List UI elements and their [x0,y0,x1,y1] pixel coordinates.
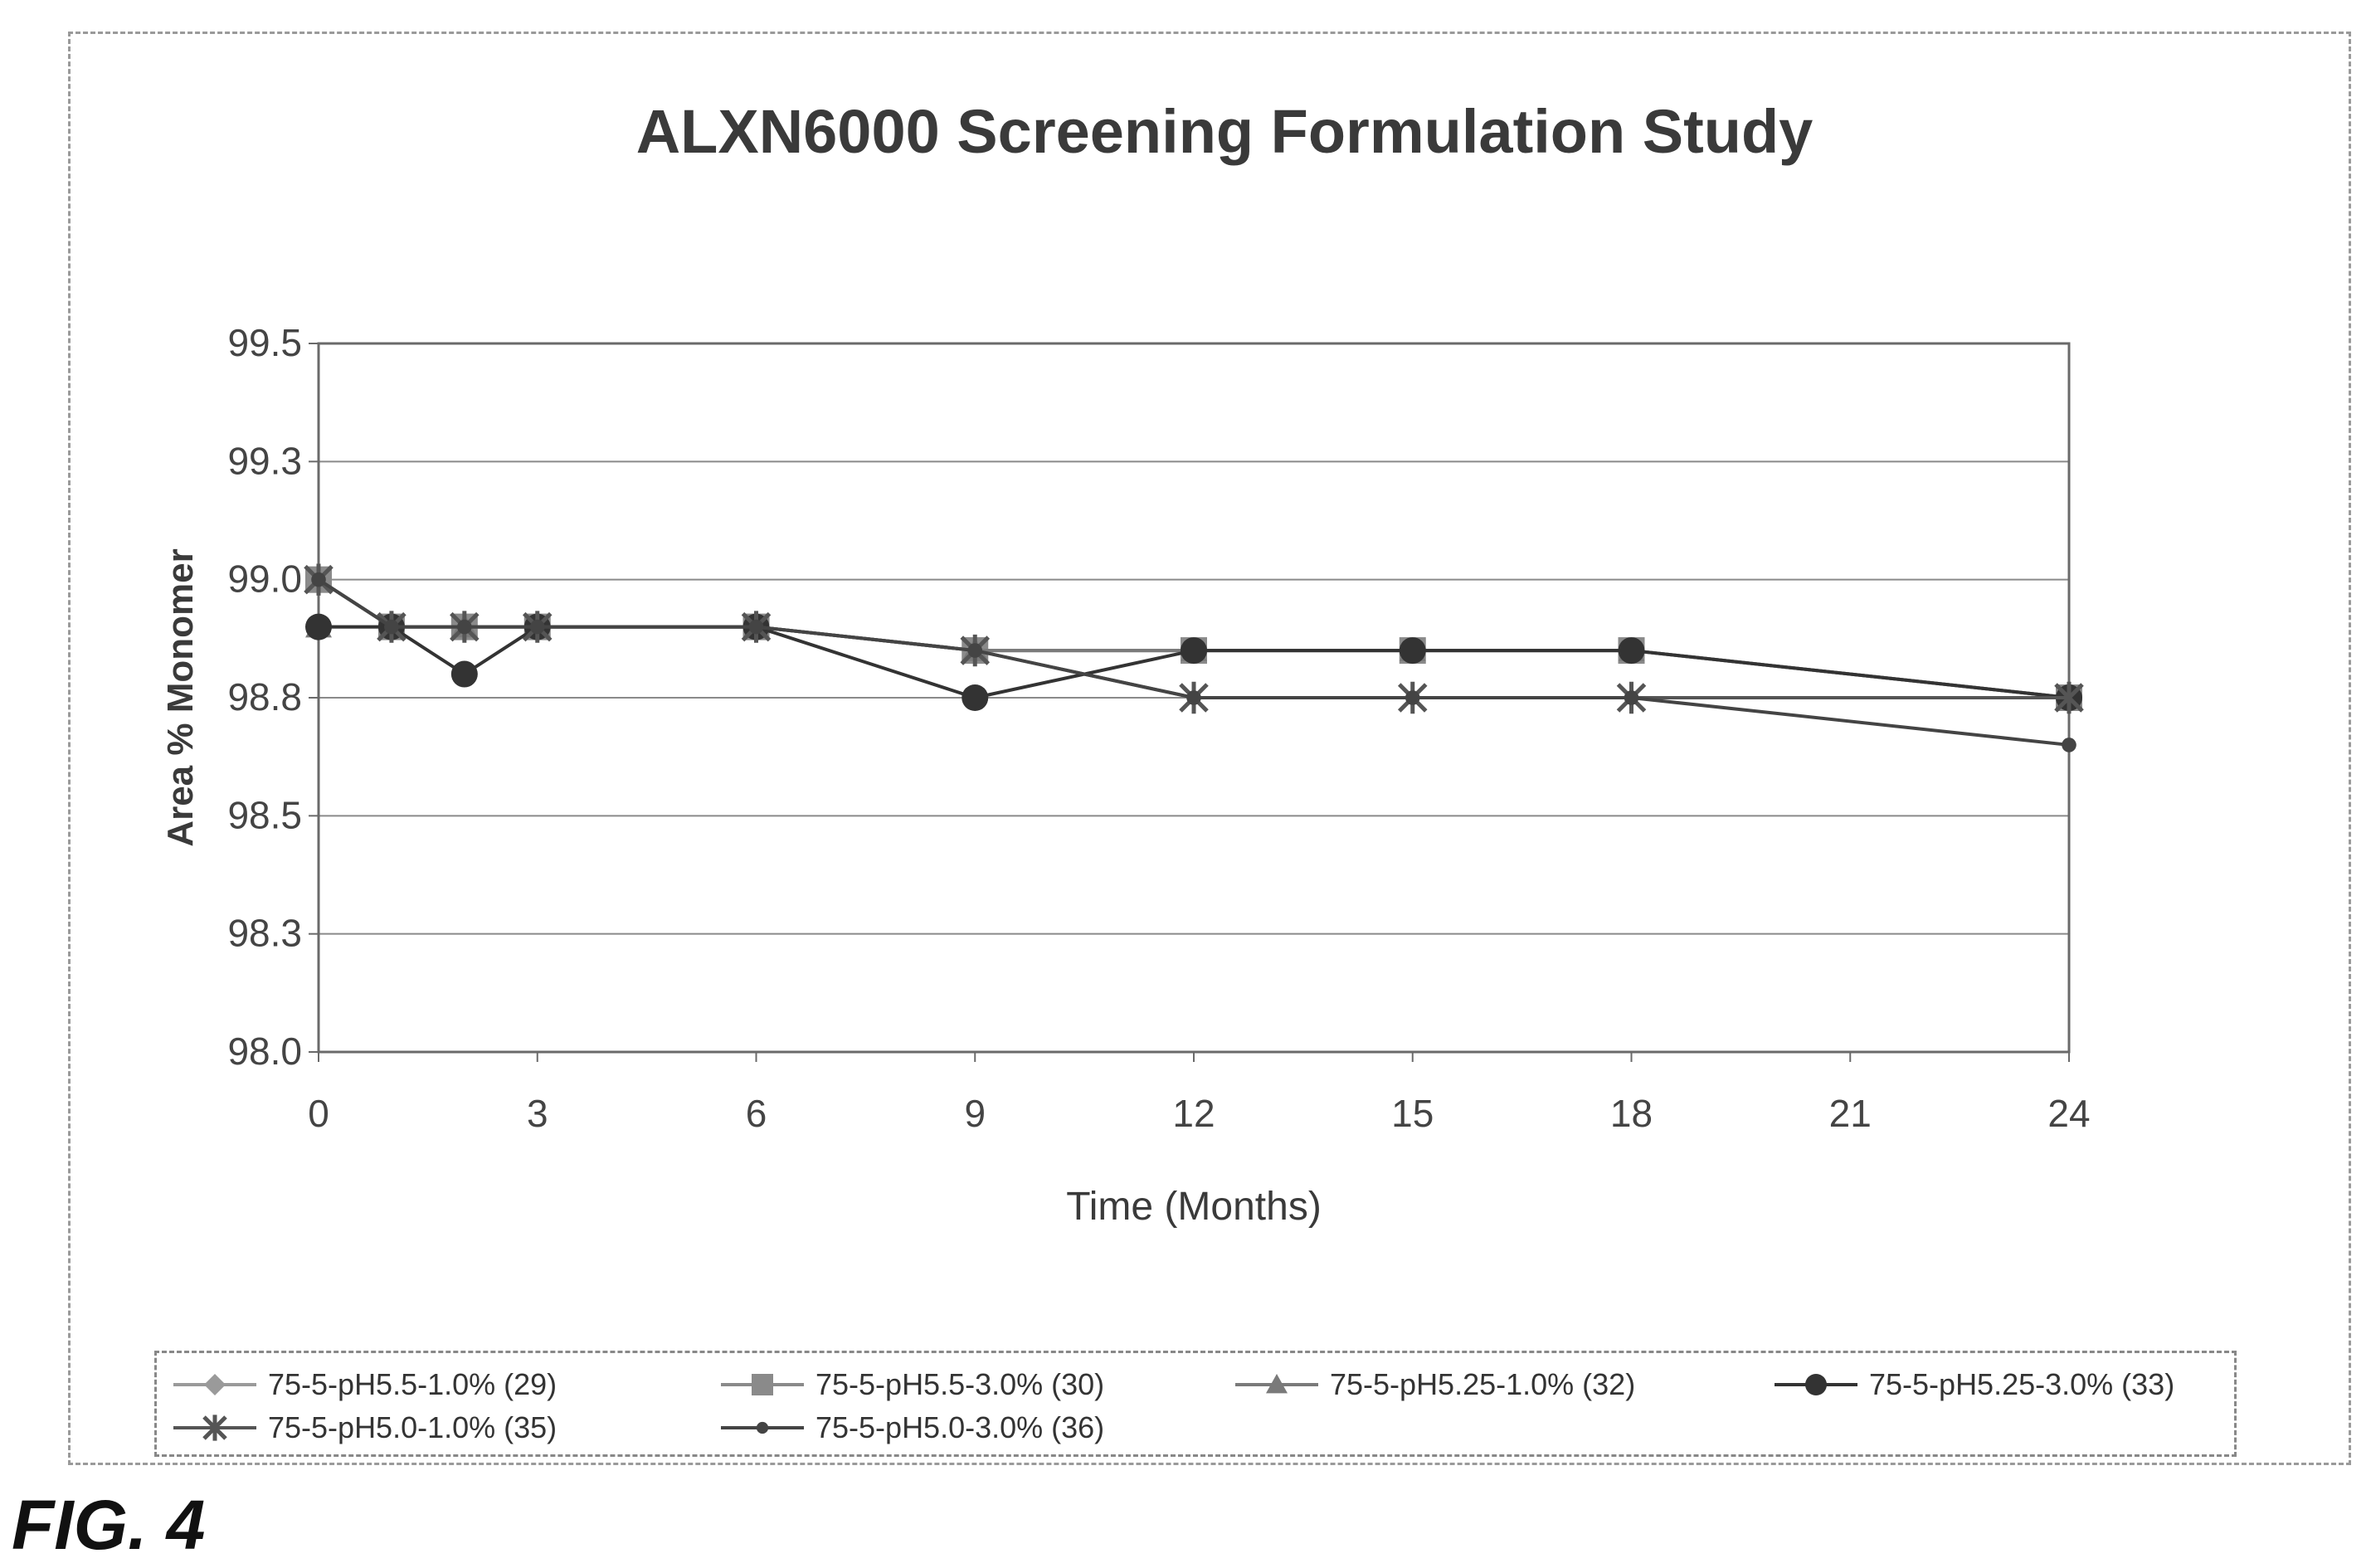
figure-label: FIG. 4 [12,1486,206,1564]
data-point [311,572,326,587]
legend-label: 75-5-pH5.5-3.0% (30) [815,1367,1104,1401]
legend: 75-5-pH5.5-1.0% (29) 75-5-pH5.5-3.0% (30)… [154,1351,2237,1457]
data-point [450,660,478,688]
data-point [748,619,764,635]
x-axis-label: Time (Months) [1066,1185,1322,1229]
legend-marker [1805,1374,1827,1395]
legend-item: 75-5-pH5.0-1.0% (35) [173,1410,557,1444]
chart-title: ALXN6000 Screening Formulation Study [636,97,1814,166]
y-tick-label: 99.0 [227,558,302,601]
data-point [1186,690,1201,705]
legend-marker [756,1421,769,1434]
legend-label: 75-5-pH5.0-1.0% (35) [268,1410,557,1444]
legend-marker [202,1415,227,1441]
x-tick-label: 6 [746,1092,767,1135]
data-point [457,619,472,635]
y-tick-label: 98.5 [227,793,302,836]
x-tick-label: 21 [1829,1092,1872,1135]
data-point [1405,690,1420,705]
legend-item: 75-5-pH5.5-1.0% (29) [173,1367,557,1401]
legend-item: 75-5-pH5.5-3.0% (30) [721,1367,1104,1401]
legend-item: 75-5-pH5.25-1.0% (32) [1235,1367,1635,1401]
x-tick-label: 0 [308,1092,329,1135]
y-tick-label: 98.8 [227,675,302,718]
data-point [1181,637,1207,665]
series-layer [304,563,2084,752]
x-tick-label: 9 [964,1092,986,1135]
y-axis-ticks: 98.0 98.3 98.5 98.8 99.0 99.3 99.5 [227,321,319,1073]
legend-item: 75-5-pH5.25-3.0% (33) [1775,1367,2174,1401]
data-point [1618,637,1645,665]
x-tick-label: 3 [527,1092,548,1135]
series-line [319,625,2070,700]
y-tick-label: 98.0 [227,1030,302,1073]
y-tick-label: 98.3 [227,912,302,955]
series-6 [311,572,2076,752]
legend-marker [752,1374,773,1395]
legend-marker [1266,1374,1288,1394]
legend-item: 75-5-pH5.0-3.0% (36) [721,1410,1104,1444]
legend-label: 75-5-pH5.25-1.0% (32) [1330,1367,1635,1401]
x-tick-label: 18 [1610,1092,1653,1135]
chart-frame [68,32,2351,1465]
x-tick-label: 15 [1391,1092,1434,1135]
legend-marker [204,1374,226,1395]
x-tick-label: 24 [2047,1092,2090,1135]
legend-label: 75-5-pH5.5-1.0% (29) [268,1367,557,1401]
data-point [384,619,399,635]
y-axis-label: Area % Monomer [160,548,201,846]
data-point [962,684,989,711]
data-point [967,643,983,658]
series-line [317,577,2070,747]
legend-label: 75-5-pH5.25-3.0% (33) [1869,1367,2174,1401]
data-point [529,619,545,635]
y-tick-label: 99.5 [227,321,302,364]
data-point [2062,738,2076,752]
data-point [1624,690,1639,705]
data-point [305,613,332,640]
data-point [1399,637,1426,665]
x-tick-label: 12 [1172,1092,1215,1135]
legend-label: 75-5-pH5.0-3.0% (36) [815,1410,1104,1444]
x-axis-ticks: 0 3 6 9 12 15 18 21 24 [308,1052,2091,1135]
data-point [2054,681,2084,714]
y-tick-label: 99.3 [227,439,302,482]
